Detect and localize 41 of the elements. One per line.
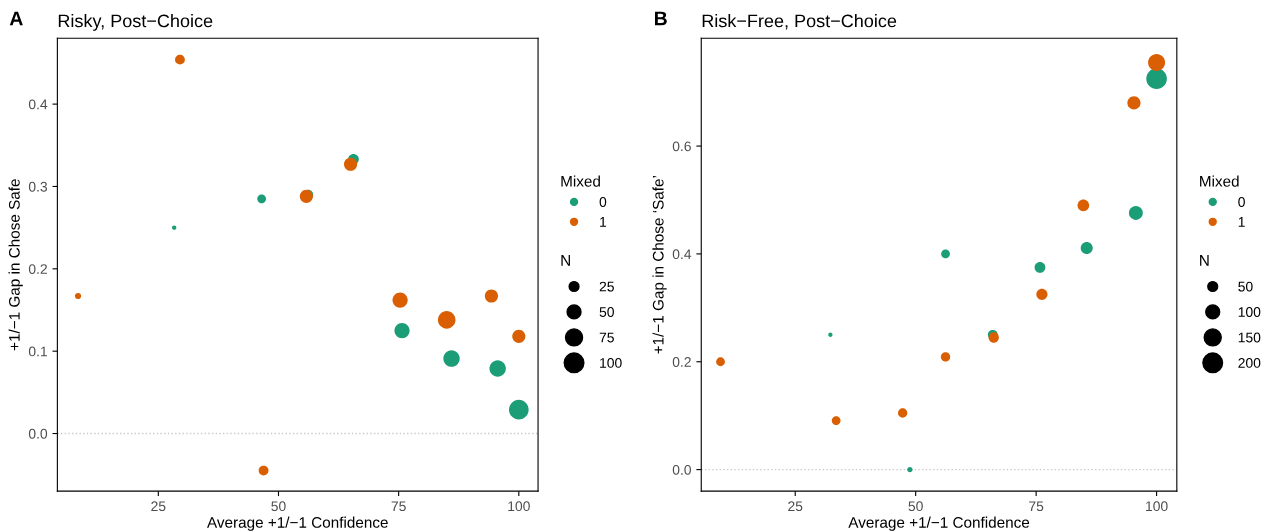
x-axis-title: Average +1/−1 Confidence [207, 516, 388, 531]
y-tick-label: 0.4 [28, 99, 48, 110]
x-tick-label: 25 [788, 501, 803, 512]
text: N [1200, 255, 1209, 266]
x-axis-title: Average +1/−1 Confidence [848, 516, 1030, 531]
y-tick-label: 0.3 [28, 181, 48, 192]
chart-title: Risky, Post−Choice [58, 14, 213, 31]
y-tick-label: 0.2 [28, 264, 47, 274]
y-axis-title: +1/−1 Gap in Chose ‘Safe’ [652, 176, 667, 354]
x-tick-label: 50 [271, 501, 286, 512]
text: A [9, 11, 23, 26]
y-tick-label: 0.6 [672, 141, 691, 152]
x-tick-label: 100 [1146, 501, 1168, 512]
legend-label: 50 [599, 307, 614, 317]
text: N [561, 255, 570, 266]
y-tick-label: 0.4 [672, 249, 692, 260]
legend-label: 150 [1238, 332, 1261, 343]
x-tick-label: 75 [391, 501, 406, 512]
x-tick-label: 100 [508, 501, 530, 512]
legend-label: 100 [600, 358, 622, 368]
legend-label: 0 [599, 197, 607, 207]
legend-label: 75 [599, 332, 614, 343]
legend-label: 1 [600, 217, 607, 227]
text: Mixed [1200, 175, 1239, 187]
y-tick-label: 0.2 [672, 357, 691, 367]
legend-label: 50 [1238, 281, 1253, 292]
text: B [654, 11, 667, 26]
legend-label: 1 [1238, 217, 1245, 227]
legend-label: 200 [1238, 358, 1261, 368]
x-tick-label: 25 [151, 501, 166, 512]
y-tick-label: 0.0 [672, 464, 691, 475]
x-tick-label: 75 [1029, 501, 1044, 512]
text: Mixed [561, 175, 600, 187]
x-tick-label: 50 [908, 501, 923, 512]
legend-label: 100 [1238, 307, 1261, 317]
y-tick-label: 0.1 [28, 346, 47, 357]
y-tick-label: 0.0 [28, 428, 48, 439]
legend-label: 25 [599, 281, 614, 292]
y-axis-title: +1/−1 Gap in Chose Safe [8, 179, 23, 351]
chart-title: Risk−Free, Post−Choice [702, 14, 897, 30]
legend-label: 0 [1238, 197, 1245, 207]
